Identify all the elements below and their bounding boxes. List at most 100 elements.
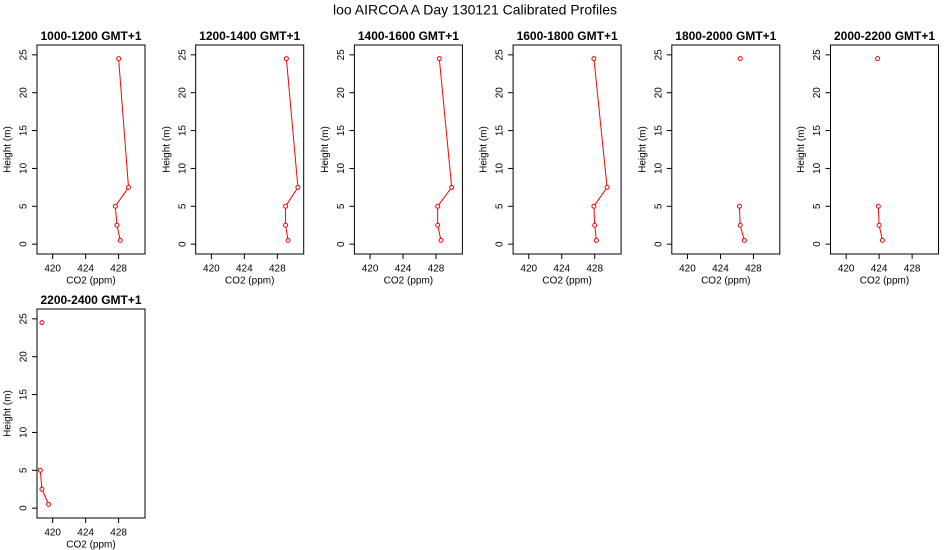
- y-tick-label: 5: [812, 203, 823, 209]
- x-axis-label: CO2 (ppm): [225, 276, 274, 287]
- x-axis-label: CO2 (ppm): [384, 276, 433, 287]
- panel-title: 1000-1200 GMT+1: [40, 29, 141, 43]
- x-tick-label: 420: [203, 264, 220, 275]
- x-axis-label: CO2 (ppm): [701, 276, 750, 287]
- y-tick-label: 5: [495, 203, 506, 209]
- y-tick-label: 25: [19, 313, 30, 325]
- panel-title: 1200-1400 GMT+1: [199, 29, 300, 43]
- data-point: [592, 222, 598, 228]
- y-tick-label: 20: [336, 87, 347, 99]
- y-tick-label: 0: [812, 241, 823, 247]
- data-point: [46, 501, 52, 507]
- y-axis-label: Height (m): [161, 126, 172, 173]
- y-tick-label: 25: [812, 49, 823, 61]
- data-point: [879, 237, 885, 243]
- x-tick-label: 424: [77, 528, 94, 539]
- y-tick-label: 10: [19, 162, 30, 174]
- x-tick-label: 420: [44, 528, 61, 539]
- profile-line: [593, 58, 608, 241]
- y-tick-label: 15: [336, 125, 347, 137]
- data-point: [435, 203, 441, 209]
- x-tick-label: 424: [395, 264, 412, 275]
- y-axis-label: Height (m): [796, 126, 807, 173]
- y-tick-label: 0: [177, 241, 188, 247]
- data-point: [116, 56, 122, 62]
- data-point: [593, 237, 599, 243]
- data-point: [875, 203, 881, 209]
- x-tick-label: 428: [745, 264, 762, 275]
- x-tick-label: 424: [712, 264, 729, 275]
- y-tick-label: 0: [336, 241, 347, 247]
- data-point: [114, 222, 120, 228]
- panel-title: 1800-2000 GMT+1: [675, 29, 776, 43]
- data-point: [874, 56, 880, 62]
- data-point: [876, 222, 882, 228]
- y-tick-label: 25: [653, 49, 664, 61]
- x-tick-label: 424: [871, 264, 888, 275]
- x-axis-label: CO2 (ppm): [860, 276, 909, 287]
- data-point: [438, 237, 444, 243]
- data-point: [283, 56, 289, 62]
- y-tick-label: 15: [812, 125, 823, 137]
- data-point: [604, 184, 610, 190]
- plot-frame: [512, 44, 622, 255]
- x-tick-label: 420: [362, 264, 379, 275]
- data-point: [435, 222, 441, 228]
- x-tick-label: 420: [679, 264, 696, 275]
- data-point: [37, 467, 43, 473]
- y-tick-label: 10: [812, 162, 823, 174]
- y-tick-label: 10: [177, 162, 188, 174]
- y-tick-label: 20: [495, 87, 506, 99]
- y-tick-label: 15: [653, 125, 664, 137]
- y-axis-label: Height (m): [3, 126, 14, 173]
- data-point: [39, 486, 45, 492]
- y-tick-label: 15: [19, 125, 30, 137]
- data-point: [283, 222, 289, 228]
- y-tick-label: 20: [812, 87, 823, 99]
- x-tick-label: 428: [269, 264, 286, 275]
- y-tick-label: 20: [177, 87, 188, 99]
- x-axis-label: CO2 (ppm): [66, 276, 115, 287]
- y-tick-label: 10: [495, 162, 506, 174]
- x-tick-label: 420: [44, 264, 61, 275]
- plot-frame: [36, 44, 146, 255]
- data-point: [737, 222, 743, 228]
- plot-frame: [671, 44, 781, 255]
- page-title: loo AIRCOA A Day 130121 Calibrated Profi…: [333, 2, 617, 18]
- y-tick-label: 20: [653, 87, 664, 99]
- x-tick-label: 424: [77, 264, 94, 275]
- y-tick-label: 0: [19, 241, 30, 247]
- y-tick-label: 20: [19, 87, 30, 99]
- plot-frame: [195, 44, 305, 255]
- y-tick-label: 5: [19, 467, 30, 473]
- y-tick-label: 0: [653, 241, 664, 247]
- x-tick-label: 420: [520, 264, 537, 275]
- profile-line: [114, 58, 130, 241]
- y-tick-label: 15: [177, 125, 188, 137]
- y-tick-label: 25: [336, 49, 347, 61]
- y-tick-label: 10: [336, 162, 347, 174]
- y-tick-label: 0: [495, 241, 506, 247]
- y-tick-label: 15: [19, 389, 30, 401]
- x-tick-label: 424: [236, 264, 253, 275]
- y-tick-label: 10: [19, 426, 30, 438]
- y-tick-label: 20: [19, 351, 30, 363]
- data-point: [436, 56, 442, 62]
- y-tick-label: 25: [19, 49, 30, 61]
- data-point: [112, 203, 118, 209]
- data-point: [737, 56, 743, 62]
- x-axis-label: CO2 (ppm): [66, 540, 115, 550]
- x-tick-label: 428: [110, 264, 127, 275]
- data-point: [285, 237, 291, 243]
- plot-frame: [830, 44, 939, 255]
- y-tick-label: 10: [653, 162, 664, 174]
- panel-title: 2000-2200 GMT+1: [834, 29, 935, 43]
- data-point: [126, 184, 132, 190]
- y-tick-label: 5: [653, 203, 664, 209]
- data-point: [591, 203, 597, 209]
- data-point: [117, 237, 123, 243]
- y-tick-label: 0: [19, 505, 30, 511]
- x-tick-label: 420: [838, 264, 855, 275]
- y-tick-label: 15: [495, 125, 506, 137]
